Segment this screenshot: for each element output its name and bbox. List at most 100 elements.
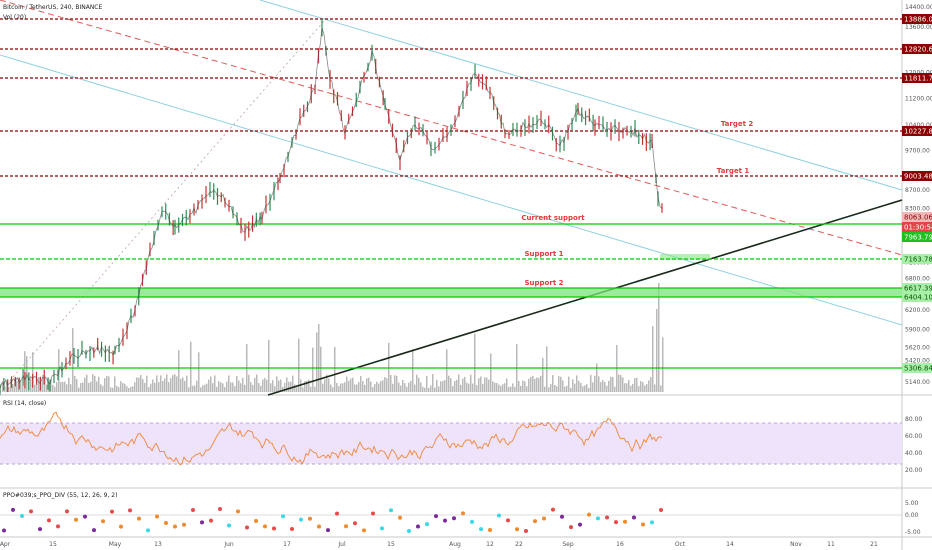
ppo-dot <box>65 509 69 514</box>
price-scale[interactable] <box>902 0 932 550</box>
volume-bar <box>496 382 498 392</box>
volume-bar <box>482 383 484 392</box>
volume-bar <box>592 382 594 392</box>
volume-bar <box>542 357 544 392</box>
volume-bar <box>218 381 220 392</box>
price-tick-label: 8700.00 <box>905 187 930 194</box>
volume-bar <box>314 386 316 392</box>
resistance-tag: 12820.60 <box>904 46 932 54</box>
ppo-dot <box>20 513 24 518</box>
annotation-label: Support 2 <box>525 279 564 287</box>
support-zones <box>0 254 902 297</box>
volume-bar <box>340 383 342 392</box>
volume-bar <box>424 387 426 392</box>
volume-bar <box>286 377 288 392</box>
volume-bar <box>476 385 478 392</box>
volume-bar <box>124 383 126 392</box>
volume-bar <box>278 380 280 392</box>
volume-bar <box>386 378 388 392</box>
ppo-dot <box>605 515 609 520</box>
volume-bar <box>148 387 150 392</box>
volume-bar <box>332 387 334 392</box>
volume-bar <box>608 380 610 392</box>
ppo-dot <box>659 508 663 513</box>
price-tick-label: 5620.00 <box>905 345 930 352</box>
volume-bar <box>78 387 80 392</box>
volume-bar <box>474 333 476 392</box>
volume-bar <box>552 375 554 392</box>
symbol-title: Bitcoin / TetherUS, 240, BINANCE <box>3 4 103 11</box>
ppo-dot <box>596 516 600 521</box>
volume-bar <box>142 379 144 392</box>
volume-bar <box>660 385 662 392</box>
ppo-study-label[interactable]: PPO#039;s_PPO_DIV (55, 12, 26, 9, 2) <box>3 492 118 499</box>
volume-bar <box>614 386 616 392</box>
volume-bar <box>258 383 260 392</box>
volume-bar <box>106 375 108 392</box>
volume-bar <box>334 346 336 392</box>
ppo-dot <box>47 518 51 523</box>
volume-bar <box>54 386 56 392</box>
volume-study-label[interactable]: Vol (20) <box>3 14 27 21</box>
volume-bar <box>656 309 658 392</box>
price-pane[interactable] <box>0 0 902 395</box>
volume-bar <box>438 386 440 392</box>
volume-bar <box>486 377 488 392</box>
volume-bar <box>128 387 130 392</box>
volume-bar <box>362 381 364 392</box>
volume-bar <box>654 384 656 392</box>
volume-bar <box>104 378 106 392</box>
channel-lower-line <box>0 54 903 326</box>
volume-bar <box>634 378 636 392</box>
volume-bar <box>586 384 588 392</box>
ppo-dot <box>101 519 105 524</box>
volume-bar <box>46 384 48 392</box>
volume-bar <box>182 377 184 392</box>
ppo-dot <box>110 509 114 514</box>
volume-bar <box>556 386 558 392</box>
volume-bar <box>456 379 458 392</box>
volume-bar <box>646 383 648 392</box>
volume-bar <box>198 352 200 392</box>
rsi-study-label[interactable]: RSI (14, close) <box>3 400 47 407</box>
volume-bar <box>196 380 198 392</box>
volume-bar <box>360 375 362 392</box>
volume-bar <box>640 380 642 392</box>
annotation-label: Current support <box>521 214 585 222</box>
volume-bar <box>224 387 226 392</box>
ppo-dot <box>290 526 294 531</box>
ppo-tick-label: -5.00 <box>905 529 921 536</box>
ppo-dot <box>146 528 150 533</box>
volume-bar <box>64 381 66 392</box>
volume-bar <box>522 380 524 392</box>
time-tick-label: 13 <box>154 541 162 548</box>
volume-bar <box>558 376 560 392</box>
volume-bar <box>70 384 72 392</box>
time-tick-label: 17 <box>283 541 291 548</box>
price-tick-label: 5140.00 <box>905 379 930 386</box>
volume-bar <box>408 382 410 392</box>
volume-bar <box>514 386 516 392</box>
volume-bar <box>162 381 164 392</box>
volume-bar <box>294 384 296 392</box>
volume-bar <box>188 387 190 392</box>
volume-bar <box>524 381 526 392</box>
volume-bar <box>618 374 620 392</box>
ppo-dot <box>470 519 474 524</box>
volume-bar <box>38 377 40 392</box>
ppo-dot <box>92 528 96 533</box>
volume-bar <box>256 374 258 392</box>
ppo-dot <box>533 519 537 524</box>
volume-bar <box>230 382 232 392</box>
volume-bar <box>326 374 328 392</box>
volume-bar <box>370 381 372 392</box>
volume-bar <box>470 374 472 392</box>
ppo-dot <box>317 524 321 529</box>
volume-bar <box>216 386 218 392</box>
ppo-dot <box>308 516 312 521</box>
countdown-tag: 01:30:54 <box>904 224 932 232</box>
volume-bar <box>466 382 468 392</box>
volume-bar <box>88 382 90 392</box>
price-tick-label: 9700.00 <box>905 147 930 154</box>
